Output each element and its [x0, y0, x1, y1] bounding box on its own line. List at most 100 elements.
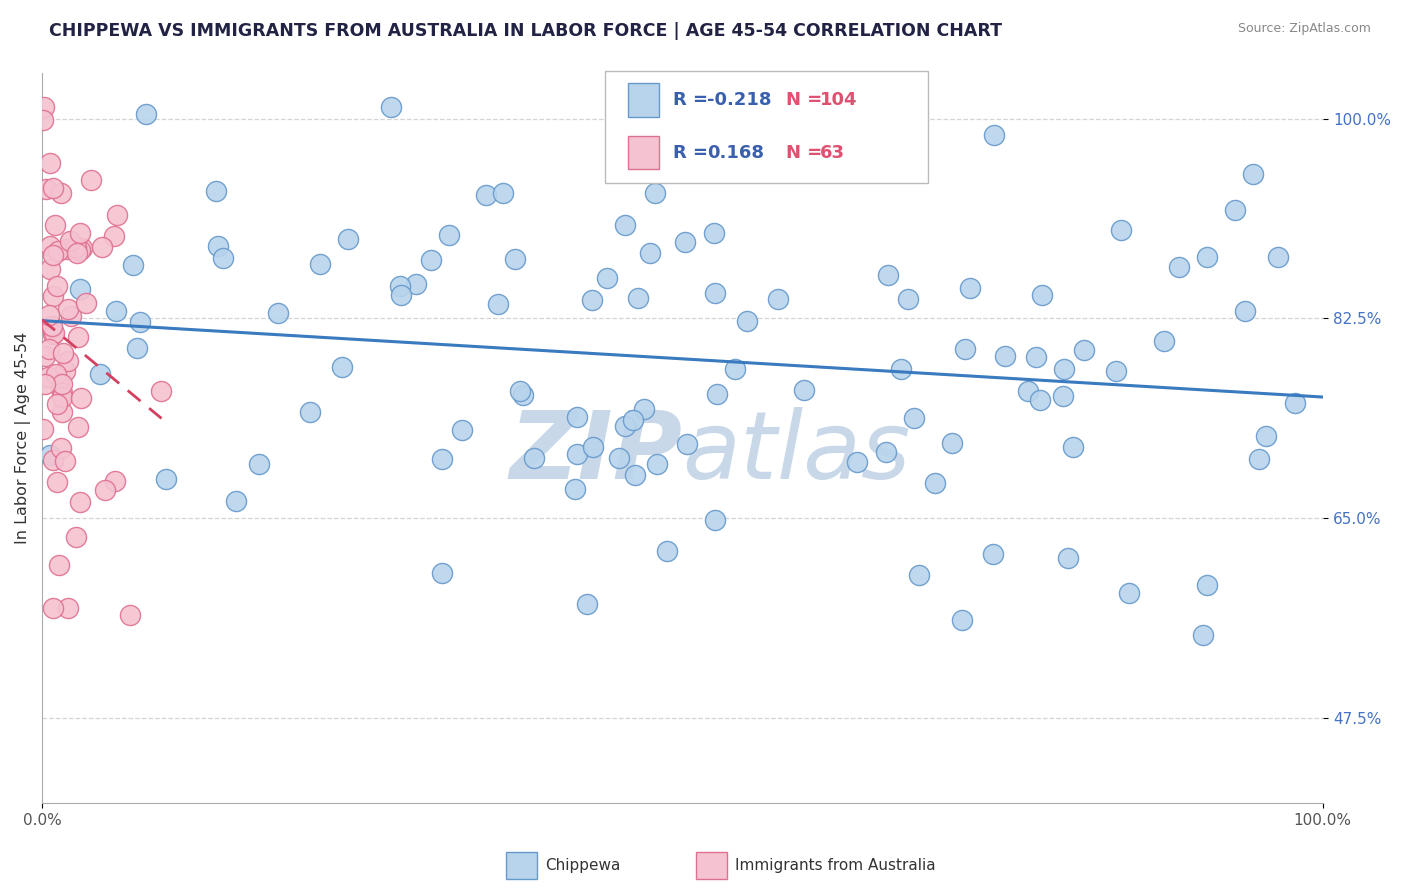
Point	[389, 287, 412, 301]
Point	[1025, 350, 1047, 364]
Point	[623, 413, 645, 427]
Point	[59, 309, 82, 323]
Point	[46, 397, 69, 411]
Point	[565, 410, 588, 425]
Point	[581, 293, 603, 307]
Point	[792, 383, 814, 397]
Point	[70, 391, 93, 405]
Point	[766, 292, 789, 306]
Point	[1109, 223, 1132, 237]
Point	[1197, 577, 1219, 591]
Point	[903, 410, 925, 425]
Point	[41, 320, 63, 334]
Point	[150, 384, 173, 398]
Point	[1254, 429, 1277, 443]
Point	[41, 326, 63, 341]
Point	[37, 370, 59, 384]
Point	[1017, 384, 1039, 399]
Y-axis label: In Labor Force | Age 45-54: In Labor Force | Age 45-54	[15, 332, 31, 544]
Point	[924, 475, 946, 490]
Point	[950, 613, 973, 627]
Point	[1223, 202, 1246, 217]
Point	[1192, 628, 1215, 642]
Point	[644, 186, 666, 201]
Point	[79, 173, 101, 187]
Point	[135, 107, 157, 121]
Point	[89, 367, 111, 381]
Point	[704, 513, 727, 527]
Point	[565, 447, 588, 461]
Point	[575, 597, 598, 611]
Point	[1284, 396, 1306, 410]
Point	[120, 607, 142, 622]
Point	[309, 257, 332, 271]
Point	[247, 457, 270, 471]
Point	[673, 235, 696, 249]
Point	[48, 376, 70, 390]
Point	[1031, 287, 1053, 301]
Point	[225, 494, 247, 508]
Point	[51, 390, 73, 404]
Point	[38, 343, 60, 357]
Point	[582, 440, 605, 454]
Point	[703, 226, 725, 240]
Point	[38, 239, 60, 253]
Point	[523, 450, 546, 465]
Point	[32, 422, 55, 436]
Point	[39, 261, 62, 276]
Point	[155, 472, 177, 486]
Point	[645, 458, 668, 472]
Point	[676, 437, 699, 451]
Point	[66, 245, 89, 260]
Point	[890, 362, 912, 376]
Point	[51, 405, 73, 419]
Point	[1052, 389, 1074, 403]
Text: N =: N =	[786, 91, 828, 109]
Point	[49, 441, 72, 455]
Point	[59, 235, 82, 249]
Point	[42, 289, 65, 303]
Point	[66, 420, 89, 434]
Point	[69, 243, 91, 257]
Point	[39, 448, 62, 462]
Text: N =: N =	[786, 144, 828, 161]
Point	[34, 376, 56, 391]
Point	[1073, 343, 1095, 357]
Point	[42, 181, 65, 195]
Point	[430, 566, 453, 580]
Point	[1267, 250, 1289, 264]
Point	[941, 436, 963, 450]
Point	[207, 239, 229, 253]
Point	[875, 444, 897, 458]
Point	[845, 455, 868, 469]
Point	[69, 282, 91, 296]
Point	[503, 252, 526, 266]
Point	[876, 268, 898, 282]
Text: Chippewa: Chippewa	[546, 858, 621, 872]
Point	[65, 240, 87, 254]
Point	[56, 600, 79, 615]
Point	[1247, 452, 1270, 467]
Point	[45, 279, 67, 293]
Point	[389, 279, 412, 293]
Point	[69, 495, 91, 509]
Point	[1053, 362, 1076, 376]
Point	[52, 346, 75, 360]
Point	[614, 218, 637, 232]
Point	[703, 285, 725, 300]
Point	[65, 530, 87, 544]
Text: ZIP: ZIP	[509, 407, 682, 499]
Point	[564, 482, 586, 496]
Point	[58, 301, 80, 316]
Text: -0.218: -0.218	[707, 91, 772, 109]
Point	[91, 240, 114, 254]
Point	[609, 450, 631, 465]
Point	[42, 326, 65, 340]
Point	[1118, 586, 1140, 600]
Point	[105, 208, 128, 222]
Point	[32, 112, 55, 127]
Point	[35, 182, 58, 196]
Point	[42, 453, 65, 467]
Point	[48, 558, 70, 572]
Text: Immigrants from Australia: Immigrants from Australia	[735, 858, 936, 872]
